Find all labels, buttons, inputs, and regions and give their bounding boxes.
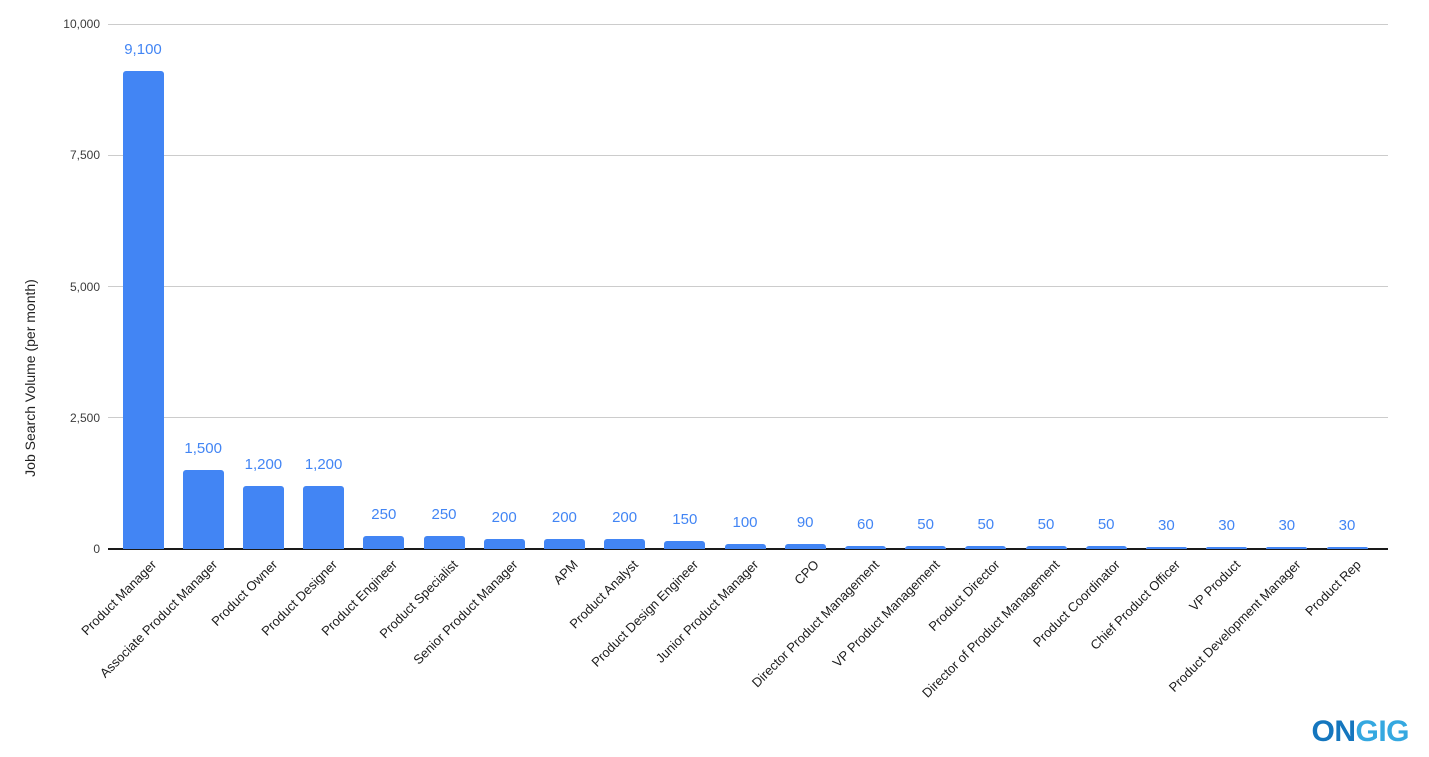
- bar: [1206, 547, 1248, 549]
- bar: [1085, 546, 1127, 549]
- bar: [363, 535, 405, 549]
- bar: [604, 538, 646, 549]
- y-axis-tick-label: 7,500: [69, 148, 100, 163]
- x-axis-category-label: CPO: [791, 557, 822, 588]
- bar-value-label: 50: [1037, 516, 1055, 534]
- bar: [242, 486, 284, 549]
- bar: [122, 71, 164, 549]
- y-axis-tick-label: 0: [93, 542, 100, 556]
- x-axis-category-label: VP Product Management: [829, 557, 943, 671]
- bar: [724, 543, 766, 549]
- bar-value-label: 100: [732, 513, 758, 531]
- ongig-logo: ONGIG: [1311, 717, 1409, 747]
- gridline: [108, 286, 1388, 287]
- y-axis-title: Job Search Volume (per month): [22, 279, 38, 477]
- y-axis-tick-label: 2,500: [69, 410, 100, 425]
- ongig-logo-on: ON: [1311, 715, 1356, 748]
- bar-value-label: 9,100: [124, 41, 162, 59]
- bar-value-label: 1,200: [244, 456, 283, 473]
- bar-value-label: 50: [917, 516, 934, 534]
- bar-value-label: 50: [977, 516, 995, 534]
- bar-value-label: 200: [551, 508, 577, 526]
- bar: [182, 470, 224, 549]
- bar-value-label: 60: [857, 515, 874, 533]
- bar-value-label: 150: [672, 511, 698, 529]
- x-axis-category-label: APM: [550, 557, 582, 588]
- bar: [1025, 546, 1067, 549]
- x-axis-category-label: Junior Product Manager: [652, 557, 762, 666]
- ongig-logo-gig: GIG: [1355, 715, 1409, 748]
- gridline: [108, 23, 1388, 25]
- x-axis-category-label: Director Product Management: [748, 557, 883, 691]
- bar: [1326, 547, 1368, 549]
- bar-value-label: 90: [796, 514, 814, 532]
- bar-value-label: 50: [1097, 516, 1115, 534]
- x-axis-line: [108, 548, 1388, 550]
- x-axis-category-label: Associate Product Manager: [96, 557, 220, 681]
- bar-value-label: 250: [431, 505, 457, 523]
- x-axis-category-label: Product Rep: [1301, 557, 1364, 619]
- y-axis-tick-label: 10,000: [63, 17, 100, 31]
- bar-value-label: 1,500: [184, 440, 222, 458]
- x-axis-category-label: Product Design Engineer: [588, 557, 702, 670]
- gridline: [108, 154, 1388, 156]
- bar: [905, 546, 947, 549]
- bar-value-label: 200: [612, 508, 638, 526]
- bar: [844, 545, 886, 549]
- bar: [483, 538, 525, 549]
- bar-value-label: 30: [1338, 517, 1356, 534]
- y-axis-tick-label: 5,000: [69, 279, 100, 294]
- bar: [423, 535, 465, 549]
- x-axis-category-label: Product Development Manager: [1165, 557, 1304, 695]
- bar-value-label: 200: [491, 508, 517, 526]
- bar-value-label: 30: [1158, 517, 1175, 534]
- bar: [1266, 547, 1308, 549]
- bar-value-label: 30: [1218, 517, 1235, 534]
- bar: [1145, 547, 1187, 549]
- bar: [664, 541, 706, 549]
- bar-value-label: 1,200: [304, 456, 343, 473]
- bar: [965, 546, 1007, 549]
- x-axis-category-label: Senior Product Manager: [410, 557, 521, 668]
- bar: [303, 486, 345, 549]
- gridline: [108, 417, 1388, 419]
- bar-value-label: 30: [1278, 517, 1296, 534]
- x-axis-category-label: VP Product: [1186, 557, 1244, 614]
- bar-value-label: 250: [371, 505, 397, 523]
- bar: [543, 538, 585, 549]
- bar: [784, 544, 826, 549]
